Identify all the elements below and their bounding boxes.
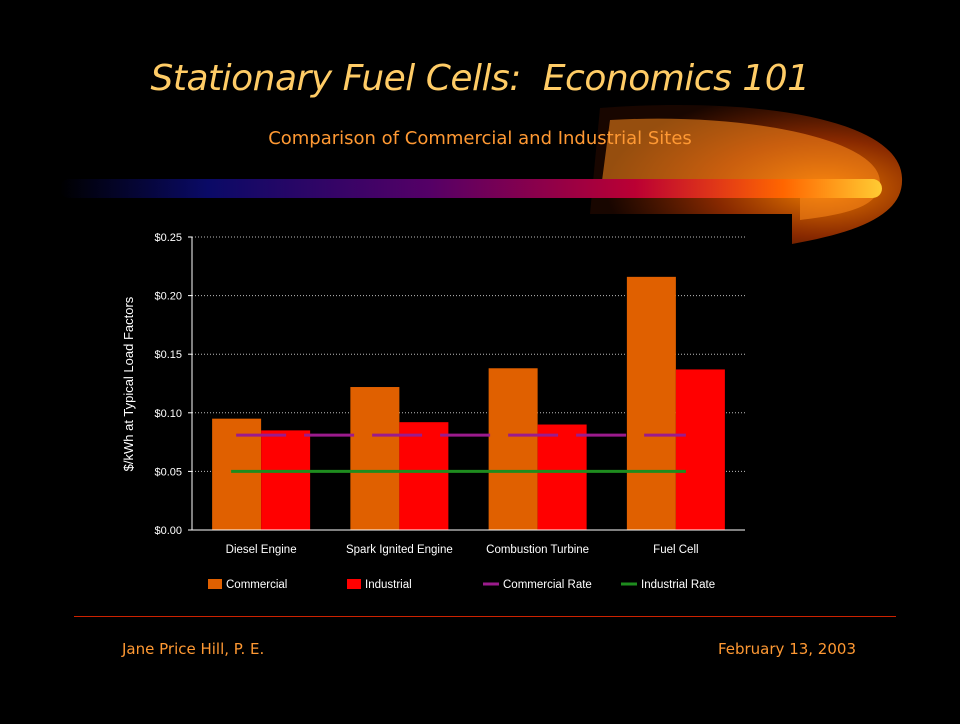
category-label: Fuel Cell [653,544,698,556]
y-tick-label: $0.10 [154,408,182,420]
bar-commercial-1 [350,387,400,530]
bar-commercial-3 [626,276,676,530]
category-labels: Diesel Engine Spark Ignited Engine Combust… [226,544,699,556]
y-tick-labels: $0.00 $0.05 $0.10 $0.15 $0.20 $0.25 [154,232,182,537]
y-tick-label: $0.25 [154,232,182,244]
legend-label-commercial-rate: Commercial Rate [503,579,592,591]
footer-divider [74,616,896,617]
footer-date: February 13, 2003 [717,640,856,658]
bar-industrial-3 [675,369,725,530]
bar-commercial-2 [488,368,538,530]
y-tick-label: $0.00 [154,525,182,537]
bar-industrial-0 [261,430,311,530]
legend-swatch-industrial [347,579,361,589]
legend-swatch-commercial [208,579,222,589]
bar-commercial-0 [212,418,262,530]
y-tick-label: $0.20 [154,291,182,303]
rate-lines [231,433,686,473]
bars [212,276,725,530]
category-label: Combustion Turbine [486,544,589,556]
legend-label-commercial: Commercial [226,579,287,591]
category-label: Spark Ignited Engine [346,544,453,556]
legend-label-industrial: Industrial [365,579,412,591]
slide-subtitle: Comparison of Commercial and Industrial … [268,128,692,149]
axes [188,236,745,531]
legend-label-industrial-rate: Industrial Rate [641,579,715,591]
bar-industrial-1 [399,422,449,530]
slide-title: Stationary Fuel Cells: Economics 101 [150,58,811,99]
y-tick-label: $0.05 [154,466,182,478]
bar-industrial-2 [537,424,587,530]
footer-author: Jane Price Hill, P. E. [122,640,265,658]
category-label: Diesel Engine [226,544,297,556]
legend: Commercial Industrial Commercial Rate Indus… [208,579,715,591]
y-tick-label: $0.15 [154,349,182,361]
y-axis-title: $/kWh at Typical Load Factors [121,296,136,471]
